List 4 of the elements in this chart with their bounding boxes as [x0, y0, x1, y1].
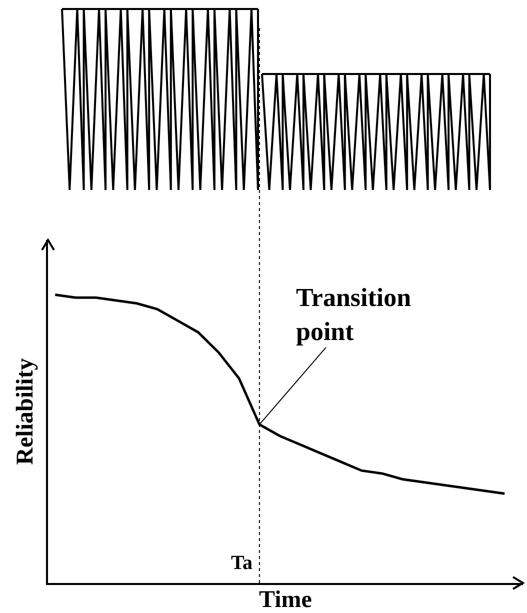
text: Ta — [231, 552, 253, 574]
x-axis-title: Time — [259, 587, 312, 613]
y-axis-title: Reliability — [12, 358, 39, 465]
annotation: Transition point — [296, 283, 412, 346]
